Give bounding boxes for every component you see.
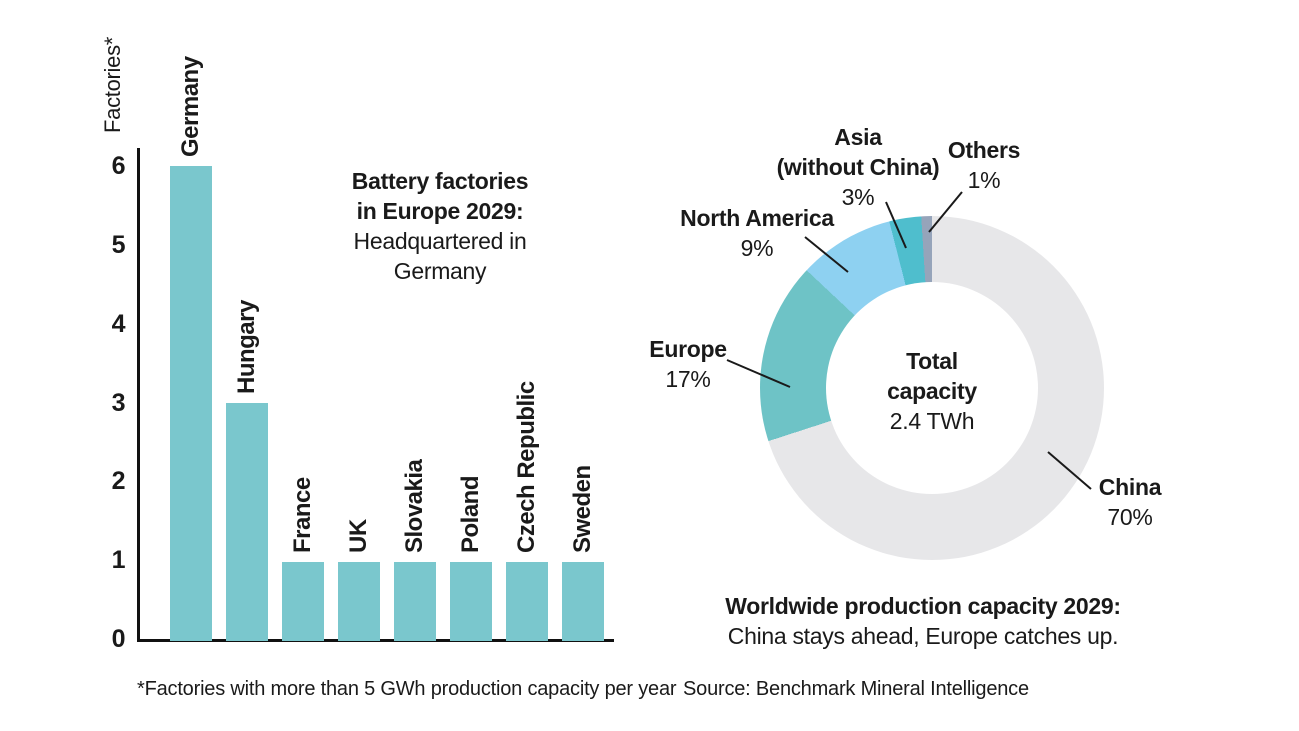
bar-chart-title-line-2: in Europe 2029: bbox=[356, 198, 524, 224]
y-tick-1: 1 bbox=[111, 546, 126, 574]
bar-label-hungary: Hungary bbox=[233, 300, 260, 394]
donut-hole bbox=[826, 282, 1038, 494]
callout-others: Others 1% bbox=[947, 135, 1021, 195]
bar-chart-y-axis-label: Factories* bbox=[100, 36, 125, 133]
callout-north-america-pct: 9% bbox=[740, 235, 774, 261]
bar-germany bbox=[170, 166, 212, 641]
bar-czech-republic bbox=[506, 562, 548, 641]
y-tick-5: 5 bbox=[111, 231, 126, 259]
donut-caption-bold: Worldwide production capacity 2029: bbox=[725, 593, 1121, 619]
source-credit: Source: Benchmark Mineral Intelligence bbox=[683, 678, 1029, 700]
bar-chart-y-axis bbox=[137, 148, 140, 642]
callout-china-pct: 70% bbox=[1107, 504, 1153, 530]
callout-asia-line-2: (without China) bbox=[776, 154, 940, 180]
donut-center-line-1: Total bbox=[906, 348, 958, 374]
bar-poland bbox=[450, 562, 492, 641]
bar-hungary bbox=[226, 403, 268, 641]
callout-asia-line-1: Asia bbox=[834, 124, 882, 150]
bar-slovakia bbox=[394, 562, 436, 641]
bar-chart-subtitle-line-1: Headquartered in bbox=[353, 228, 527, 254]
callout-others-label: Others bbox=[947, 137, 1021, 163]
callout-others-pct: 1% bbox=[967, 167, 1001, 193]
callout-north-america-label: North America bbox=[680, 205, 834, 231]
callout-china-label: China bbox=[1098, 474, 1162, 500]
bar-label-slovakia: Slovakia bbox=[401, 459, 428, 553]
bar-label-sweden: Sweden bbox=[569, 465, 596, 553]
donut-chart-caption: Worldwide production capacity 2029: Chin… bbox=[683, 591, 1163, 651]
bar-france bbox=[282, 562, 324, 641]
bar-chart-title: Battery factories in Europe 2029: Headqu… bbox=[310, 166, 570, 286]
bar-label-uk: UK bbox=[345, 519, 372, 553]
donut-center-line-2: capacity bbox=[887, 378, 977, 404]
callout-north-america: North America 9% bbox=[680, 203, 834, 263]
bar-label-czech-republic: Czech Republic bbox=[513, 381, 540, 553]
donut-chart bbox=[760, 216, 1104, 560]
bar-label-poland: Poland bbox=[457, 475, 484, 553]
bar-label-germany: Germany bbox=[177, 56, 204, 157]
callout-asia-pct: 3% bbox=[841, 184, 875, 210]
donut-center-label: Total capacity 2.4 TWh bbox=[812, 346, 1052, 436]
donut-center-value: 2.4 TWh bbox=[889, 408, 975, 434]
bar-chart-subtitle-line-2: Germany bbox=[393, 258, 487, 284]
callout-asia: Asia (without China) 3% bbox=[777, 122, 940, 212]
callout-china: China 70% bbox=[1098, 472, 1162, 532]
bar-label-france: France bbox=[289, 477, 316, 553]
y-tick-4: 4 bbox=[111, 310, 126, 338]
donut-caption-regular: China stays ahead, Europe catches up. bbox=[727, 623, 1119, 649]
callout-europe: Europe 17% bbox=[649, 334, 727, 394]
callout-europe-pct: 17% bbox=[665, 366, 711, 392]
bar-chart-title-line-1: Battery factories bbox=[351, 168, 529, 194]
callout-europe-label: Europe bbox=[649, 336, 727, 362]
y-tick-3: 3 bbox=[111, 389, 126, 417]
footnote: *Factories with more than 5 GWh producti… bbox=[137, 678, 677, 700]
y-tick-2: 2 bbox=[111, 467, 126, 495]
bar-uk bbox=[338, 562, 380, 641]
y-tick-6: 6 bbox=[111, 152, 126, 180]
y-tick-0: 0 bbox=[111, 625, 126, 653]
bar-sweden bbox=[562, 562, 604, 641]
